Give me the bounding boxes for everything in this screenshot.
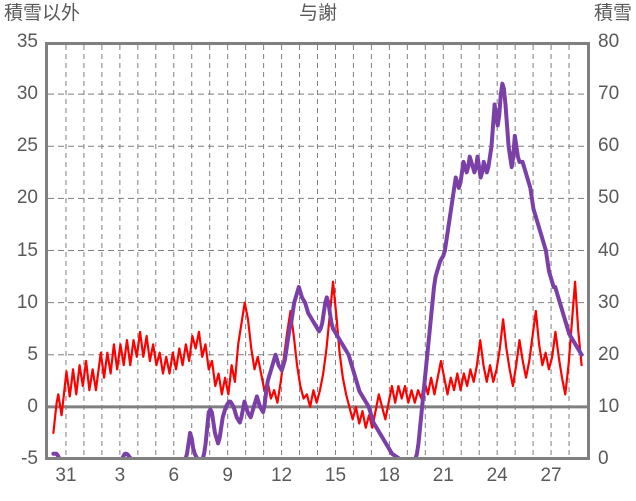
- plot-area: [45, 42, 590, 460]
- y-tick-right: 50: [598, 187, 620, 209]
- y-tick-right: 40: [598, 239, 620, 261]
- y-tick-left: 0: [27, 395, 38, 417]
- x-tick: 12: [270, 465, 293, 486]
- series-line-other: [52, 280, 583, 435]
- x-tick: 31: [55, 465, 77, 486]
- y-tick-right: 30: [598, 291, 620, 313]
- y-tick-left: 35: [16, 31, 38, 52]
- y-tick-right: 80: [598, 31, 620, 52]
- y-tick-right: 20: [598, 343, 620, 365]
- x-tick: 27: [540, 465, 562, 486]
- x-tick: 21: [432, 465, 454, 486]
- y-tick-left: 10: [16, 291, 38, 313]
- y-tick-right: 60: [598, 135, 620, 157]
- x-tick: 6: [168, 465, 180, 486]
- y-tick-left: 15: [16, 239, 38, 261]
- y-tick-left: -5: [21, 448, 38, 469]
- right-axis-title: 積雪: [593, 3, 632, 24]
- x-tick: 24: [486, 465, 508, 486]
- y-tick-left: 25: [16, 135, 38, 157]
- x-tick: 9: [222, 465, 233, 486]
- y-tick-right: 10: [598, 395, 620, 417]
- x-tick: 15: [324, 465, 347, 486]
- x-tick: 3: [114, 465, 126, 486]
- y-tick-left: 30: [16, 83, 38, 105]
- y-tick-right: 0: [598, 448, 609, 469]
- left-axis-title: 積雪以外: [4, 3, 81, 24]
- y-tick-left: 20: [16, 187, 38, 209]
- chart-svg: [45, 42, 590, 460]
- chart-title: 与謝: [298, 3, 337, 24]
- plot-border: [45, 42, 590, 460]
- y-tick-left: 5: [27, 343, 38, 365]
- y-tick-right: 70: [598, 83, 620, 105]
- x-tick: 18: [378, 465, 400, 486]
